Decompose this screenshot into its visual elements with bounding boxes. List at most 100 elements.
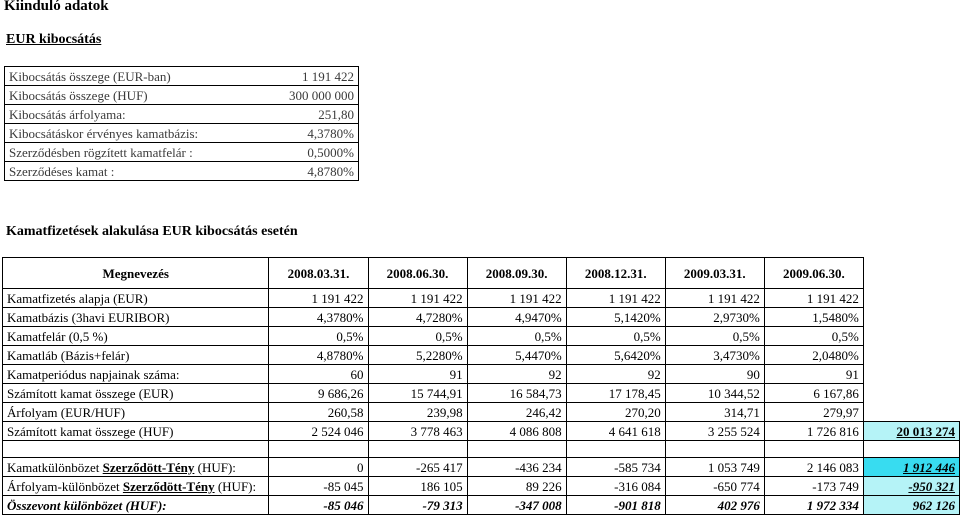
row-label: Számított kamat összege (HUF) xyxy=(1,421,270,441)
table-row: Kamatfizetés alapja (EUR) 1 191 422 1 19… xyxy=(1,288,960,308)
table-cell: 1 191 422 xyxy=(367,288,468,308)
table-row: Kamatfelár (0,5 %) 0,5% 0,5% 0,5% 0,5% 0… xyxy=(1,326,960,346)
label-part: (HUF): xyxy=(214,478,257,494)
table-cell: 1 191 422 xyxy=(268,288,369,308)
table-cell: -650 774 xyxy=(664,476,765,496)
table-cell: 2,0480% xyxy=(763,345,864,365)
info-value: 251,80 xyxy=(256,104,359,124)
table-cell: 0,5% xyxy=(466,326,567,346)
table-cell: 2 146 083 xyxy=(763,457,864,477)
table-cell: 4 641 618 xyxy=(565,421,666,441)
row-label: Számított kamat összege (EUR) xyxy=(1,383,270,403)
table-cell: -85 045 xyxy=(268,476,369,496)
table-header-row: Megnevezés 2008.03.31. 2008.06.30. 2008.… xyxy=(1,257,960,289)
table-cell: 90 xyxy=(664,364,765,384)
header-cell: 2008.12.31. xyxy=(565,257,666,289)
total-combined-diff: 962 126 xyxy=(862,495,960,515)
info-label: Kibocsátás összege (EUR-ban) xyxy=(4,66,256,86)
label-emphasis: Szerződött-Tény xyxy=(102,459,195,475)
table-cell: 5,4470% xyxy=(466,345,567,365)
info-label: Szerződéses kamat : xyxy=(4,161,256,181)
total-fx-diff: -950 321 xyxy=(862,476,960,496)
info-value: 4,8780% xyxy=(256,161,359,181)
table-cell: 239,98 xyxy=(367,402,468,422)
info-label: Szerződésben rögzített kamatfelár : xyxy=(4,142,256,162)
row-label: Kamatláb (Bázis+felár) xyxy=(1,345,270,365)
table-cell: 186 105 xyxy=(367,476,468,496)
table-cell: 0,5% xyxy=(664,326,765,346)
empty-cell xyxy=(466,440,567,458)
header-cell: 2008.09.30. xyxy=(466,257,567,289)
table-row: Összevont különbözet (HUF): -85 046 -79 … xyxy=(1,495,960,515)
table-cell: 6 167,86 xyxy=(763,383,864,403)
empty-cell xyxy=(565,440,666,458)
table-cell: 1 726 816 xyxy=(763,421,864,441)
row-label: Kamatkülönbözet Szerződött-Tény (HUF): xyxy=(1,457,270,477)
table-cell: 4,8780% xyxy=(268,345,369,365)
table-cell: 9 686,26 xyxy=(268,383,369,403)
table-cell: 91 xyxy=(763,364,864,384)
table-cell: 5,1420% xyxy=(565,307,666,327)
row-label: Kamatperiódus napjainak száma: xyxy=(1,364,270,384)
table-cell: 4,3780% xyxy=(268,307,369,327)
row-label: Kamatfelár (0,5 %) xyxy=(1,326,270,346)
table-cell: 0 xyxy=(268,457,369,477)
info-label: Kibocsátás árfolyama: xyxy=(4,104,256,124)
label-part: Árfolyam-különbözet xyxy=(7,478,123,494)
row-label: Árfolyam-különbözet Szerződött-Tény (HUF… xyxy=(1,476,270,496)
table-cell: -316 084 xyxy=(565,476,666,496)
row-label: Árfolyam (EUR/HUF) xyxy=(1,402,270,422)
info-row: Szerződéses kamat :4,8780% xyxy=(4,161,359,181)
table-cell: 279,97 xyxy=(763,402,864,422)
table-row: Számított kamat összege (HUF) 2 524 046 … xyxy=(1,421,960,441)
info-label: Kibocsátáskor érvényes kamatbázis: xyxy=(4,123,256,143)
issuance-info-table: Kibocsátás összege (EUR-ban) 1 191 422 Ki… xyxy=(4,66,359,181)
info-value: 1 191 422 xyxy=(256,66,359,86)
empty-cell xyxy=(863,403,959,422)
table-cell: 60 xyxy=(268,364,369,384)
info-row: Kibocsátáskor érvényes kamatbázis: 4,3780… xyxy=(4,123,359,143)
table-cell: -585 734 xyxy=(565,457,666,477)
table-cell: 1 972 334 xyxy=(763,495,864,515)
table-cell: 3 255 524 xyxy=(664,421,765,441)
table-cell: 5,2280% xyxy=(367,345,468,365)
empty-cell xyxy=(863,308,959,327)
table-cell: -173 749 xyxy=(763,476,864,496)
total-interest-huf: 20 013 274 xyxy=(862,421,960,441)
info-row: Szerződésben rögzített kamatfelár :0,500… xyxy=(4,142,359,162)
table-row: Számított kamat összege (EUR) 9 686,26 1… xyxy=(1,383,960,403)
table-cell: 92 xyxy=(565,364,666,384)
table-cell: 4,9470% xyxy=(466,307,567,327)
empty-cell xyxy=(763,440,864,458)
table-row: Árfolyam-különbözet Szerződött-Tény (HUF… xyxy=(1,476,960,496)
section-title: Kamatfizetések alakulása EUR kibocsátás … xyxy=(6,224,298,239)
table-cell: 10 344,52 xyxy=(664,383,765,403)
table-row: Kamatbázis (3havi EURIBOR) 4,3780% 4,728… xyxy=(1,307,960,327)
table-row: Kamatláb (Bázis+felár) 4,8780% 5,2280% 5… xyxy=(1,345,960,365)
table-cell: 1 053 749 xyxy=(664,457,765,477)
empty-cell xyxy=(863,365,959,384)
table-row: Árfolyam (EUR/HUF) 260,58 239,98 246,42 … xyxy=(1,402,960,422)
table-row: Kamatperiódus napjainak száma: 60 91 92 … xyxy=(1,364,960,384)
info-value: 300 000 000 xyxy=(256,85,359,105)
header-cell: 2008.06.30. xyxy=(367,257,468,289)
empty-cell xyxy=(863,384,959,403)
table-cell: -901 818 xyxy=(565,495,666,515)
header-cell: 2009.03.31. xyxy=(664,257,765,289)
table-cell: 1 191 422 xyxy=(664,288,765,308)
table-cell: 3 778 463 xyxy=(367,421,468,441)
label-part: (HUF): xyxy=(194,459,236,475)
table-cell: 3,4730% xyxy=(664,345,765,365)
label-part: Összevont különbözet (HUF): xyxy=(7,497,167,513)
table-cell: 4 086 808 xyxy=(466,421,567,441)
empty-cell xyxy=(863,258,959,289)
table-cell: -265 417 xyxy=(367,457,468,477)
label-part: Kamatkülönbözet xyxy=(7,459,103,475)
empty-cell xyxy=(268,440,369,458)
empty-cell xyxy=(863,327,959,346)
info-row: Kibocsátás árfolyama: 251,80 xyxy=(4,104,359,124)
row-label: Kamatbázis (3havi EURIBOR) xyxy=(1,307,270,327)
table-cell: 91 xyxy=(367,364,468,384)
table-cell: 0,5% xyxy=(763,326,864,346)
table-cell: 1 191 422 xyxy=(466,288,567,308)
